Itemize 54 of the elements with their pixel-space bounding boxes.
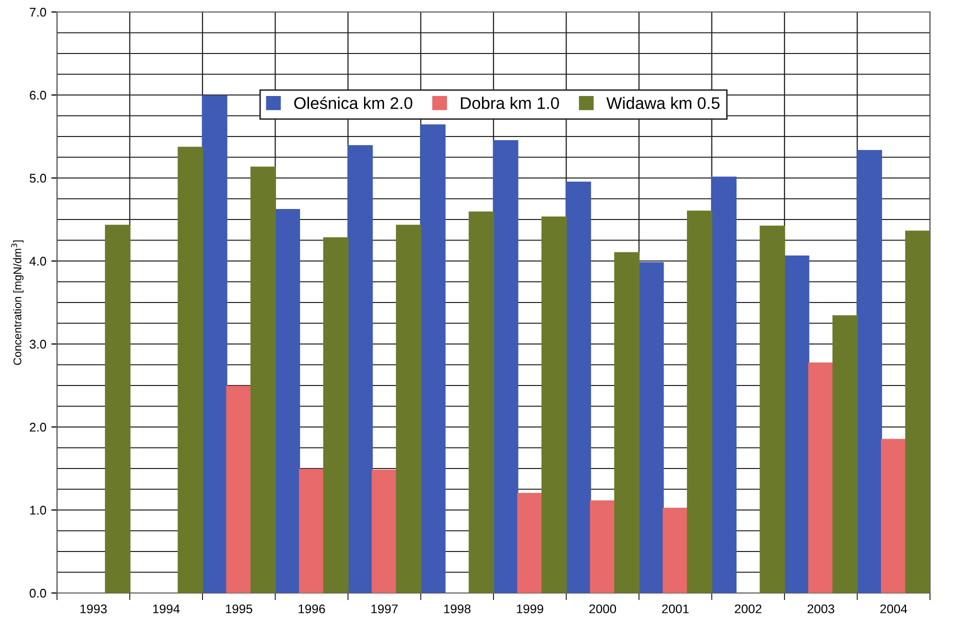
legend-label: Widawa km 0.5 (606, 96, 720, 110)
bar (178, 146, 204, 593)
y-tick-label: 2.0 (30, 422, 46, 432)
bar (104, 224, 130, 593)
y-axis-title: Concentration [mgN/dm$^{3}$] (11, 240, 24, 365)
bar (760, 226, 786, 593)
x-tick-label: 1996 (298, 604, 325, 614)
bar (784, 255, 810, 593)
bar (396, 224, 422, 593)
y-tick-label: 6.0 (30, 90, 46, 100)
x-tick-label: 1998 (444, 604, 470, 614)
y-tick-label: 3.0 (30, 340, 46, 349)
bar (856, 150, 882, 593)
bar (420, 124, 446, 593)
bar (832, 315, 858, 593)
bar (566, 182, 592, 593)
legend-label: Oleśnica km 2.0 (294, 96, 412, 110)
y-tick-label: 1.0 (30, 506, 46, 515)
bar (274, 208, 300, 593)
x-tick-label: 2003 (808, 604, 834, 614)
bar (686, 210, 712, 593)
bar (638, 262, 664, 593)
x-tick-label: 1993 (80, 604, 107, 614)
y-tick-label: 4.0 (29, 256, 46, 266)
x-tick-label: 2004 (880, 604, 908, 614)
bar (517, 492, 543, 593)
bar (880, 438, 906, 593)
bar (711, 176, 737, 593)
x-tick-label: 1995 (226, 604, 252, 614)
bar (541, 216, 567, 593)
bar (590, 500, 616, 593)
x-tick-label: 2002 (734, 604, 762, 614)
bar (372, 470, 398, 593)
bar (298, 468, 324, 593)
bar (492, 140, 518, 593)
bar (808, 362, 834, 593)
bar (323, 237, 349, 593)
bar (468, 211, 494, 593)
bar (202, 95, 228, 593)
x-tick-label: 1999 (516, 604, 544, 614)
x-tick-label: 2001 (662, 604, 689, 614)
y-tick-label: 7.0 (30, 8, 46, 17)
y-tick-label: 0.0 (30, 588, 46, 598)
x-tick-label: 1994 (153, 604, 180, 614)
bar (614, 252, 640, 593)
bar (905, 230, 930, 593)
bar (226, 386, 252, 593)
bar (662, 508, 688, 593)
bar (250, 166, 276, 593)
legend-label: Dobra km 1.0 (460, 96, 559, 110)
x-tick-label: 1997 (371, 604, 398, 614)
y-tick-label: 5.0 (30, 174, 46, 183)
bar (347, 145, 373, 593)
x-tick-label: 2000 (589, 604, 616, 614)
